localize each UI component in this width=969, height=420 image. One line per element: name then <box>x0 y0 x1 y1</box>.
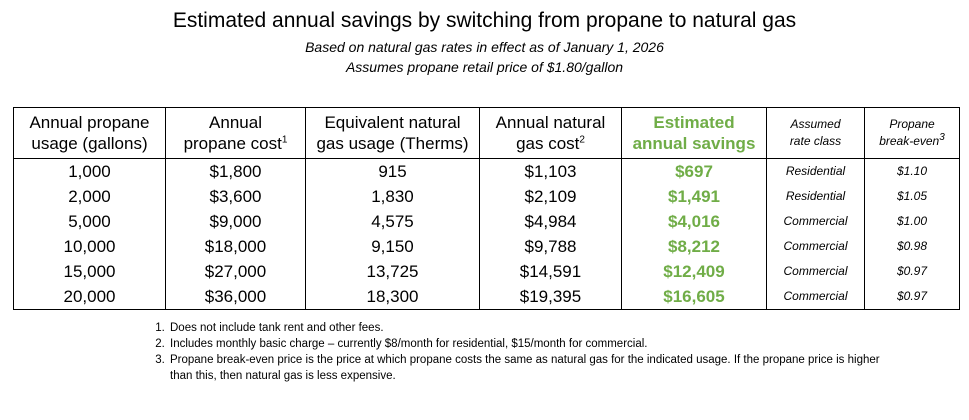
header-rate-class: Assumed rate class <box>766 107 865 159</box>
header-propane-cost: Annual propane cost1 <box>165 107 306 159</box>
header-breakeven: Propane break-even3 <box>864 107 960 159</box>
cell-savings: $8,212 <box>621 234 767 259</box>
header-therms: Equivalent natural gas usage (Therms) <box>305 107 480 159</box>
subtitle-propane-price: Assumes propane retail price of $1.80/ga… <box>345 59 624 75</box>
cell-propane-cost: $18,000 <box>165 234 306 259</box>
cell-therms: 1,830 <box>305 184 480 209</box>
table-row: 20,000 $36,000 18,300 $19,395 $16,605 Co… <box>13 284 960 310</box>
cell-savings: $1,491 <box>621 184 767 209</box>
cell-breakeven: $0.98 <box>864 234 960 259</box>
cell-savings: $4,016 <box>621 209 767 234</box>
cell-rate-class: Residential <box>766 158 865 184</box>
cell-gas-cost: $1,103 <box>479 158 622 184</box>
cell-usage: 15,000 <box>13 259 166 284</box>
table-row: 15,000 $27,000 13,725 $14,591 $12,409 Co… <box>13 259 960 284</box>
cell-propane-cost: $1,800 <box>165 158 306 184</box>
cell-gas-cost: $2,109 <box>479 184 622 209</box>
table-row: 10,000 $18,000 9,150 $9,788 $8,212 Comme… <box>13 234 960 259</box>
table-row: 2,000 $3,600 1,830 $2,109 $1,491 Residen… <box>13 184 960 209</box>
cell-breakeven: $1.10 <box>864 158 960 184</box>
cell-propane-cost: $3,600 <box>165 184 306 209</box>
cell-propane-cost: $27,000 <box>165 259 306 284</box>
cell-gas-cost: $19,395 <box>479 284 622 310</box>
footnote-2: Includes monthly basic charge – currentl… <box>168 336 888 352</box>
cell-breakeven: $1.00 <box>864 209 960 234</box>
cell-therms: 18,300 <box>305 284 480 310</box>
cell-rate-class: Commercial <box>766 259 865 284</box>
cell-usage: 20,000 <box>13 284 166 310</box>
savings-table: Annual propane usage (gallons) Annual pr… <box>13 107 960 310</box>
cell-breakeven: $1.05 <box>864 184 960 209</box>
cell-therms: 13,725 <box>305 259 480 284</box>
cell-savings: $697 <box>621 158 767 184</box>
cell-therms: 9,150 <box>305 234 480 259</box>
subtitle-rates-date: Based on natural gas rates in effect as … <box>305 39 664 55</box>
document-title: Estimated annual savings by switching fr… <box>172 9 797 32</box>
cell-breakeven: $0.97 <box>864 259 960 284</box>
table-row: 1,000 $1,800 915 $1,103 $697 Residential… <box>13 158 960 184</box>
cell-propane-cost: $9,000 <box>165 209 306 234</box>
header-usage: Annual propane usage (gallons) <box>13 107 166 159</box>
footnote-ref-2: 2 <box>579 134 585 146</box>
cell-usage: 1,000 <box>13 158 166 184</box>
cell-breakeven: $0.97 <box>864 284 960 310</box>
table-header-row: Annual propane usage (gallons) Annual pr… <box>13 107 960 159</box>
footnote-ref-3: 3 <box>939 132 945 143</box>
cell-rate-class: Commercial <box>766 234 865 259</box>
footnote-3: Propane break-even price is the price at… <box>168 352 888 384</box>
cell-savings: $16,605 <box>621 284 767 310</box>
cell-rate-class: Commercial <box>766 284 865 310</box>
cell-usage: 5,000 <box>13 209 166 234</box>
footnote-1: Does not include tank rent and other fee… <box>168 320 888 336</box>
cell-usage: 10,000 <box>13 234 166 259</box>
header-savings: Estimated annual savings <box>621 107 767 159</box>
cell-usage: 2,000 <box>13 184 166 209</box>
footnotes-list: Does not include tank rent and other fee… <box>150 320 888 384</box>
cell-savings: $12,409 <box>621 259 767 284</box>
footnote-ref-1: 1 <box>281 134 288 146</box>
cell-rate-class: Commercial <box>766 209 865 234</box>
cell-rate-class: Residential <box>766 184 865 209</box>
cell-gas-cost: $4,984 <box>479 209 622 234</box>
header-gas-cost: Annual natural gas cost2 <box>479 107 622 159</box>
cell-therms: 915 <box>305 158 480 184</box>
cell-gas-cost: $9,788 <box>479 234 622 259</box>
table-row: 5,000 $9,000 4,575 $4,984 $4,016 Commerc… <box>13 209 960 234</box>
cell-therms: 4,575 <box>305 209 480 234</box>
cell-gas-cost: $14,591 <box>479 259 622 284</box>
cell-propane-cost: $36,000 <box>165 284 306 310</box>
